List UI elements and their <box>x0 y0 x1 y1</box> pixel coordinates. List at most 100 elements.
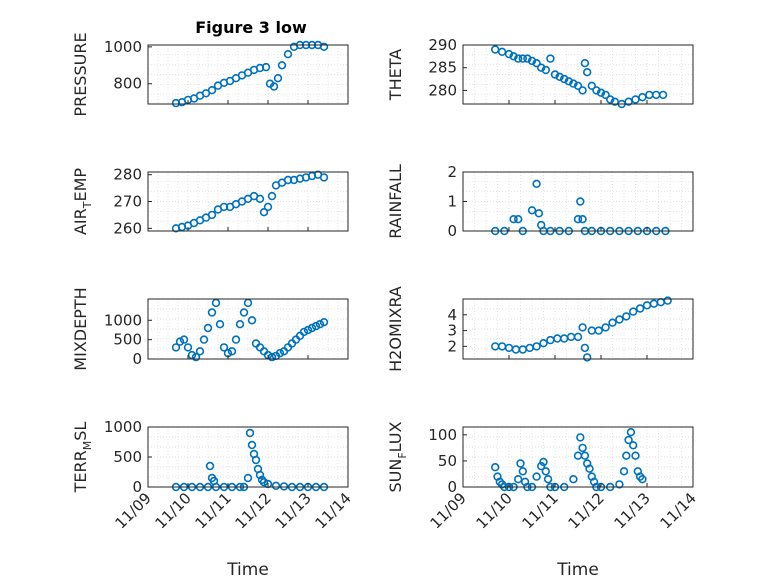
data-point <box>527 56 537 66</box>
data-point <box>578 215 587 224</box>
data-point <box>171 343 181 352</box>
data-point <box>601 323 610 332</box>
x-tick-label: 11/12 <box>232 489 275 532</box>
y-tick-label: 2 <box>447 163 457 181</box>
subplot-3: 0 1 2 RAINFALL <box>386 163 694 240</box>
data-point <box>532 472 541 481</box>
data-point <box>509 215 518 224</box>
data-point <box>491 45 500 54</box>
y-tick-label: 500 <box>113 331 142 349</box>
data-point <box>651 90 661 100</box>
data-point <box>315 320 325 329</box>
y-axis-label: H2OMIXRA <box>386 286 405 372</box>
data-point <box>631 451 640 460</box>
data-point <box>319 173 329 182</box>
data-point <box>536 461 546 471</box>
y-axis-label: RAINFALL <box>386 164 405 239</box>
y-tick-label: 290 <box>428 36 457 54</box>
data-point <box>546 54 555 63</box>
data-point <box>261 62 271 72</box>
data-point <box>263 202 273 212</box>
data-point <box>663 296 672 305</box>
x-tick-label: 11/10 <box>473 489 516 532</box>
y-tick-label: 500 <box>113 448 142 466</box>
data-point <box>541 467 550 476</box>
data-point <box>576 197 585 206</box>
data-point <box>649 299 659 308</box>
y-tick-label: 260 <box>113 219 142 237</box>
data-point <box>207 210 217 220</box>
data-point <box>615 315 624 324</box>
data-point <box>576 433 585 442</box>
data-point <box>319 42 329 51</box>
data-point <box>532 58 541 68</box>
data-point <box>287 339 297 348</box>
y-tick-label: 285 <box>428 59 457 77</box>
axes-box <box>462 298 694 360</box>
data-point <box>628 441 638 450</box>
x-axis-label: Time <box>556 560 599 580</box>
y-tick-label: 1000 <box>104 311 142 329</box>
y-tick-label: 800 <box>113 75 142 93</box>
data-point <box>205 461 215 471</box>
data-point <box>628 307 638 316</box>
data-point <box>638 92 647 102</box>
data-point <box>259 478 269 487</box>
data-point <box>592 86 601 95</box>
x-axis-label: Time <box>226 560 269 580</box>
data-point <box>578 323 587 332</box>
data-point <box>269 82 279 91</box>
y-tick-label: 50 <box>438 452 457 470</box>
data-point <box>615 480 624 489</box>
y-tick-label: 3 <box>447 322 457 340</box>
data-point <box>601 90 610 100</box>
data-point <box>299 327 309 337</box>
y-tick-label: 1000 <box>104 418 142 436</box>
subplot-0: 800 1000 PRESSURE <box>71 32 349 117</box>
data-point <box>626 428 636 437</box>
data-point <box>622 312 631 321</box>
data-point <box>619 467 629 476</box>
data-point <box>251 455 261 465</box>
data-point <box>283 49 293 59</box>
y-axis-label: SUNFLUX <box>386 421 409 492</box>
data-point <box>532 179 541 189</box>
y-axis-label: THETA <box>386 49 405 101</box>
data-point <box>311 321 321 331</box>
y-axis-label: AIRTEMP <box>71 168 94 235</box>
x-tick-label: 11/11 <box>192 489 235 532</box>
data-point <box>219 343 229 352</box>
data-point <box>509 52 518 61</box>
data-point <box>527 206 537 215</box>
data-point <box>175 337 185 346</box>
data-point <box>271 481 281 490</box>
data-point <box>541 65 550 75</box>
data-point <box>518 345 527 354</box>
data-point <box>624 435 633 445</box>
data-point <box>239 308 249 317</box>
x-tick-label: 11/13 <box>272 489 315 532</box>
axes-box <box>462 44 694 105</box>
data-point <box>243 473 253 483</box>
data-point <box>235 320 245 329</box>
axes-box <box>147 298 349 360</box>
figure-title: Figure 3 low <box>195 18 307 37</box>
x-tick-label: 11/12 <box>565 489 608 532</box>
y-tick-label: 100 <box>428 426 457 444</box>
data-point <box>578 443 587 453</box>
data-point <box>569 475 578 484</box>
data-point <box>199 335 209 344</box>
data-point <box>555 72 564 82</box>
data-point <box>277 61 287 70</box>
data-point <box>578 86 587 95</box>
data-point <box>211 298 221 308</box>
y-tick-label: 0 <box>447 222 457 240</box>
data-point <box>594 326 603 335</box>
axes-box <box>462 426 694 488</box>
axes-box <box>147 44 349 105</box>
y-axis-label: PRESSURE <box>71 32 90 116</box>
y-axis-label: TERRMSL <box>71 422 94 494</box>
data-point <box>559 74 569 84</box>
